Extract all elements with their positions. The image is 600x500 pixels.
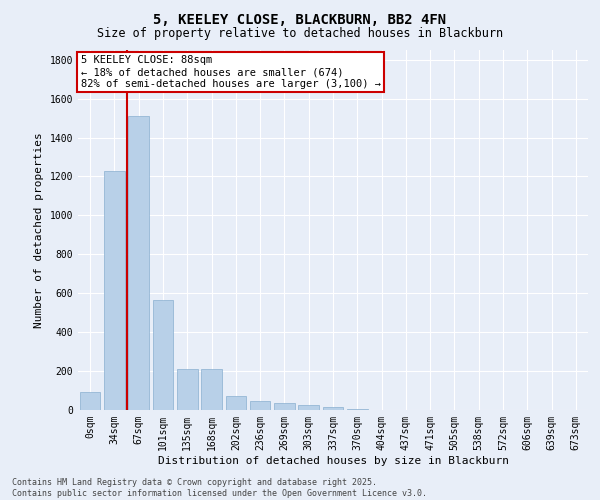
Bar [250, 401, 271, 410]
Text: Size of property relative to detached houses in Blackburn: Size of property relative to detached ho… [97, 28, 503, 40]
Bar [128, 116, 149, 410]
Bar [323, 407, 343, 410]
Bar [226, 396, 246, 410]
X-axis label: Distribution of detached houses by size in Blackburn: Distribution of detached houses by size … [157, 456, 509, 466]
Text: Contains HM Land Registry data © Crown copyright and database right 2025.
Contai: Contains HM Land Registry data © Crown c… [12, 478, 427, 498]
Text: 5, KEELEY CLOSE, BLACKBURN, BB2 4FN: 5, KEELEY CLOSE, BLACKBURN, BB2 4FN [154, 12, 446, 26]
Y-axis label: Number of detached properties: Number of detached properties [34, 132, 44, 328]
Bar [104, 170, 125, 410]
Bar [274, 403, 295, 410]
Bar [347, 409, 368, 410]
Bar [201, 369, 222, 410]
Bar [152, 300, 173, 410]
Bar [298, 405, 319, 410]
Text: 5 KEELEY CLOSE: 88sqm
← 18% of detached houses are smaller (674)
82% of semi-det: 5 KEELEY CLOSE: 88sqm ← 18% of detached … [80, 56, 380, 88]
Bar [177, 369, 197, 410]
Bar [80, 392, 100, 410]
